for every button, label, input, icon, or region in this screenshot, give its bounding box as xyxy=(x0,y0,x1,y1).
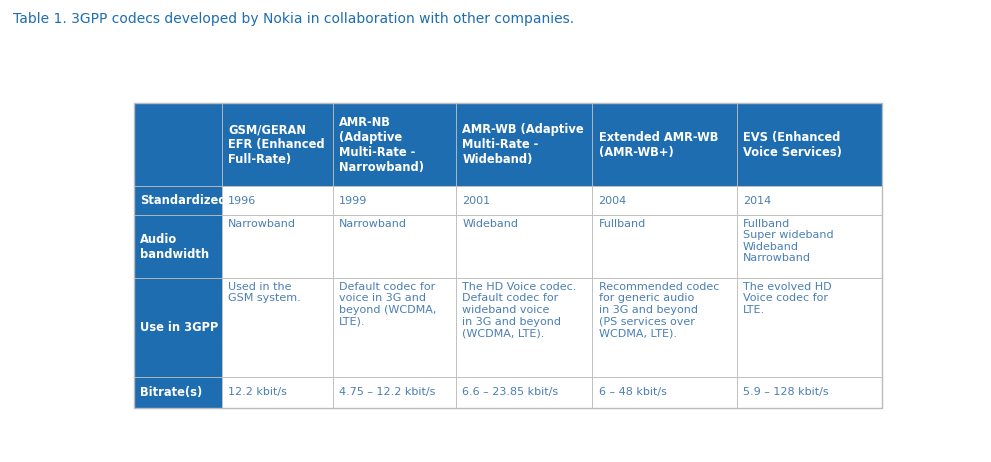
Text: Default codec for
voice in 3G and
beyond (WCDMA,
LTE).: Default codec for voice in 3G and beyond… xyxy=(339,282,436,327)
Bar xyxy=(222,278,333,377)
Text: Fullband
Super wideband
Wideband
Narrowband: Fullband Super wideband Wideband Narrowb… xyxy=(743,219,833,263)
Bar xyxy=(333,103,456,186)
Text: AMR-NB
(Adaptive
Multi-Rate -
Narrowband): AMR-NB (Adaptive Multi-Rate - Narrowband… xyxy=(339,116,424,174)
Bar xyxy=(736,186,882,215)
Bar xyxy=(333,215,456,278)
Bar xyxy=(593,103,736,186)
Text: EVS (Enhanced
Voice Services): EVS (Enhanced Voice Services) xyxy=(743,131,841,159)
Text: 6 – 48 kbit/s: 6 – 48 kbit/s xyxy=(599,387,666,397)
Bar xyxy=(593,278,736,377)
Bar xyxy=(222,186,333,215)
Text: 1996: 1996 xyxy=(228,195,257,206)
Bar xyxy=(134,215,222,278)
Text: Narrowband: Narrowband xyxy=(228,219,296,229)
Text: 2014: 2014 xyxy=(743,195,771,206)
Bar xyxy=(333,278,456,377)
Text: 2001: 2001 xyxy=(463,195,491,206)
Text: Table 1. 3GPP codecs developed by Nokia in collaboration with other companies.: Table 1. 3GPP codecs developed by Nokia … xyxy=(13,12,574,25)
Bar xyxy=(222,377,333,407)
Bar xyxy=(736,377,882,407)
Bar xyxy=(456,186,593,215)
Text: GSM/GERAN
EFR (Enhanced
Full-Rate): GSM/GERAN EFR (Enhanced Full-Rate) xyxy=(228,123,325,166)
Text: Audio
bandwidth: Audio bandwidth xyxy=(140,233,209,261)
Bar xyxy=(333,377,456,407)
Bar xyxy=(736,278,882,377)
Bar xyxy=(456,377,593,407)
Bar xyxy=(134,103,222,186)
Text: Wideband: Wideband xyxy=(463,219,518,229)
Bar xyxy=(456,103,593,186)
Text: 6.6 – 23.85 kbit/s: 6.6 – 23.85 kbit/s xyxy=(463,387,559,397)
Text: Recommended codec
for generic audio
in 3G and beyond
(PS services over
WCDMA, LT: Recommended codec for generic audio in 3… xyxy=(599,282,718,338)
Bar xyxy=(134,186,222,215)
Bar xyxy=(736,103,882,186)
Text: Use in 3GPP: Use in 3GPP xyxy=(140,321,218,334)
Bar xyxy=(593,377,736,407)
Text: 12.2 kbit/s: 12.2 kbit/s xyxy=(228,387,287,397)
Text: The HD Voice codec.
Default codec for
wideband voice
in 3G and beyond
(WCDMA, LT: The HD Voice codec. Default codec for wi… xyxy=(463,282,577,338)
Text: Narrowband: Narrowband xyxy=(339,219,407,229)
Bar xyxy=(134,103,882,407)
Bar xyxy=(134,278,222,377)
Text: The evolved HD
Voice codec for
LTE.: The evolved HD Voice codec for LTE. xyxy=(743,282,831,315)
Text: Used in the
GSM system.: Used in the GSM system. xyxy=(228,282,301,304)
Bar xyxy=(456,215,593,278)
Bar xyxy=(593,186,736,215)
Bar xyxy=(134,377,222,407)
Bar xyxy=(333,186,456,215)
Bar xyxy=(222,103,333,186)
Bar xyxy=(456,278,593,377)
Bar xyxy=(222,215,333,278)
Text: Standardized: Standardized xyxy=(140,194,227,207)
Text: 2004: 2004 xyxy=(599,195,627,206)
Text: Fullband: Fullband xyxy=(599,219,646,229)
Text: 5.9 – 128 kbit/s: 5.9 – 128 kbit/s xyxy=(743,387,828,397)
Text: Extended AMR-WB
(AMR-WB+): Extended AMR-WB (AMR-WB+) xyxy=(599,131,717,159)
Text: AMR-WB (Adaptive
Multi-Rate -
Wideband): AMR-WB (Adaptive Multi-Rate - Wideband) xyxy=(463,123,584,166)
Bar xyxy=(593,215,736,278)
Text: 1999: 1999 xyxy=(339,195,368,206)
Text: 4.75 – 12.2 kbit/s: 4.75 – 12.2 kbit/s xyxy=(339,387,435,397)
Bar xyxy=(736,215,882,278)
Text: Bitrate(s): Bitrate(s) xyxy=(140,386,202,399)
